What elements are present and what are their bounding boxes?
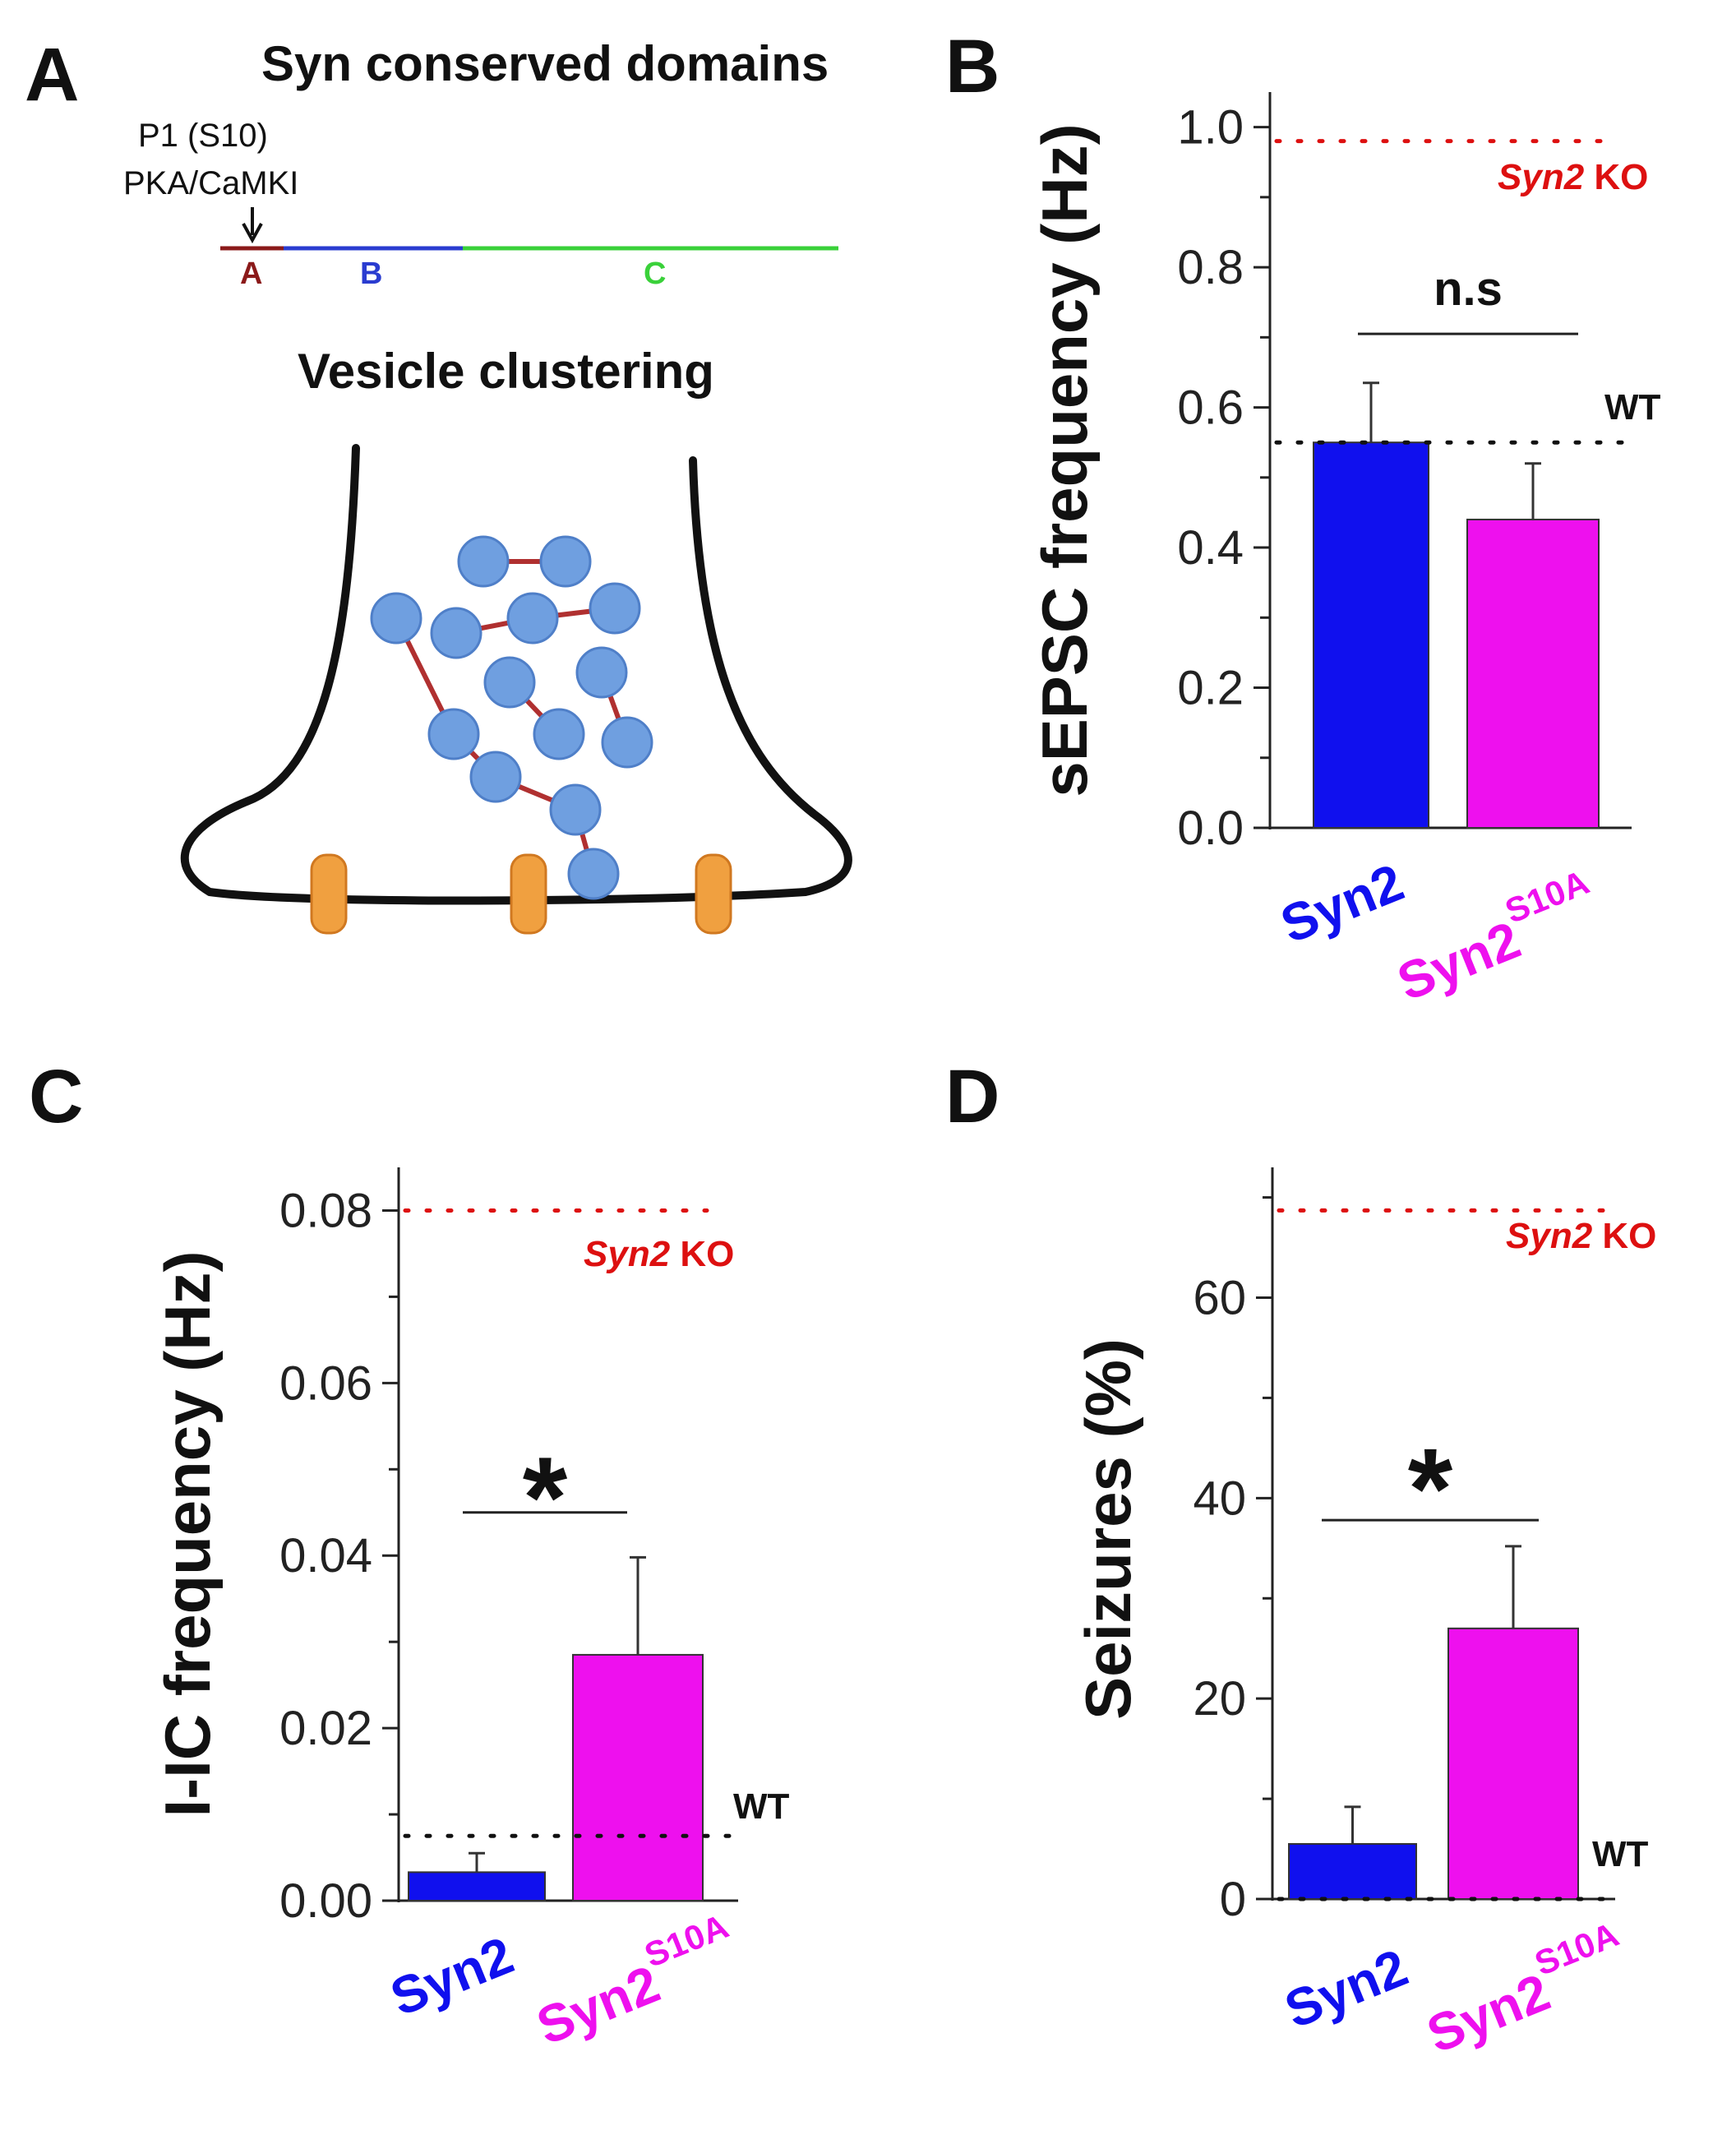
category-label-syn2: Syn2 [382,1925,521,2027]
y-tick-label: 0 [1220,1873,1246,1926]
bar-syn2 [408,1871,546,1901]
panel-c-chart: C 0.00 0.02 0.04 0.06 0.08 I-IC frequency (Hz)… [29,1055,790,2056]
vesicle-10 [601,716,653,769]
y-tick-label: 0.8 [1177,241,1244,294]
vesicle-7 [575,646,628,699]
calcium-channel-1 [510,853,547,935]
wt-reference-label: WT [733,1786,790,1827]
vesicle-2 [370,592,422,645]
y-tick-label: 0.2 [1177,662,1244,715]
kinase-label: PKA/CaMKI [123,165,298,201]
vesicle-1 [539,535,592,588]
bar-syn2-s10a [1447,1627,1579,1900]
vesicle-4 [506,592,559,645]
significance-label: * [1408,1424,1453,1553]
bar-syn2-s10a [572,1653,704,1901]
calcium-channel-0 [310,853,348,935]
wt-reference-label: WT [1604,387,1661,427]
significance-label: * [523,1433,568,1562]
ko-reference-label: Syn2 KO [584,1234,734,1274]
panel-a: A Syn conserved domains P1 (S10) PKA/CaM… [25,33,852,935]
y-tick-label: 1.0 [1177,101,1244,155]
y-axis-title: sEPSC frequency (Hz) [1028,123,1101,797]
vesicle-8 [427,708,480,760]
y-tick-label: 0.08 [279,1184,372,1237]
y-tick-label: 20 [1193,1672,1246,1726]
ko-reference-label: Syn2 KO [1498,157,1648,197]
y-tick-label: 40 [1193,1472,1246,1525]
y-axis-title: Seizures (%) [1072,1338,1144,1720]
panel-d-letter: D [945,1055,1000,1139]
bar-syn2-s10a [1466,518,1600,829]
vesicle-12 [549,783,602,836]
ko-reference-label: Syn2 KO [1506,1216,1656,1256]
domain-b-label: B [360,256,382,291]
phospho-site-label: P1 (S10) [138,118,268,154]
calcium-channels [310,853,732,935]
panel-b-letter: B [945,25,1000,109]
wt-reference-label: WT [1592,1834,1649,1874]
vesicle-cluster [370,535,653,900]
vesicle-3 [430,607,482,659]
y-tick-label: 0.06 [279,1356,372,1410]
domain-a-label: A [240,256,262,291]
category-label-syn2-s10a: Syn2S10A [1413,1915,1638,2064]
vesicle-6 [483,656,536,709]
significance-label: n.s [1434,262,1503,316]
domain-c-label: C [644,256,666,291]
panel-b-chart: B 0.0 0.2 0.4 0.6 0.8 1.0 sEPSC frequency (Hz) S… [945,25,1661,1012]
bar-syn2 [1288,1842,1417,1901]
phospho-site-arrow-icon [242,207,263,244]
y-tick-label: 0.0 [1177,802,1244,855]
vesicle-9 [533,708,585,760]
vesicle-clustering-title: Vesicle clustering [298,344,714,399]
category-label-syn2-s10a: Syn2S10A [1383,862,1609,1012]
synapse-illustration [180,444,852,935]
vesicle-0 [457,535,510,588]
category-label-syn2-s10a: Syn2S10A [523,1906,748,2056]
panel-a-title: Syn conserved domains [261,36,829,91]
y-tick-label: 0.02 [279,1702,372,1755]
presynaptic-membrane [180,444,852,905]
panel-d-chart: D 0 20 40 60 Seizures (%) Syn2 KO WT * Syn2 Syn2S1… [945,1055,1656,2064]
panel-a-letter: A [25,33,79,117]
y-tick-label: 0.04 [279,1529,372,1583]
vesicle-13 [567,848,620,900]
bar-syn2 [1313,441,1429,829]
category-label-syn2: Syn2 [1277,1938,1415,2040]
panel-c-letter: C [29,1055,83,1139]
vesicle-5 [589,582,641,635]
y-axis-title: I-IC frequency (Hz) [151,1250,224,1817]
calcium-channel-2 [695,853,732,935]
category-label-syn2: Syn2 [1272,853,1411,954]
y-tick-label: 0.00 [279,1874,372,1928]
y-tick-label: 0.4 [1177,521,1244,575]
vesicle-11 [469,751,522,803]
y-tick-label: 60 [1193,1271,1246,1324]
y-tick-label: 0.6 [1177,381,1244,435]
